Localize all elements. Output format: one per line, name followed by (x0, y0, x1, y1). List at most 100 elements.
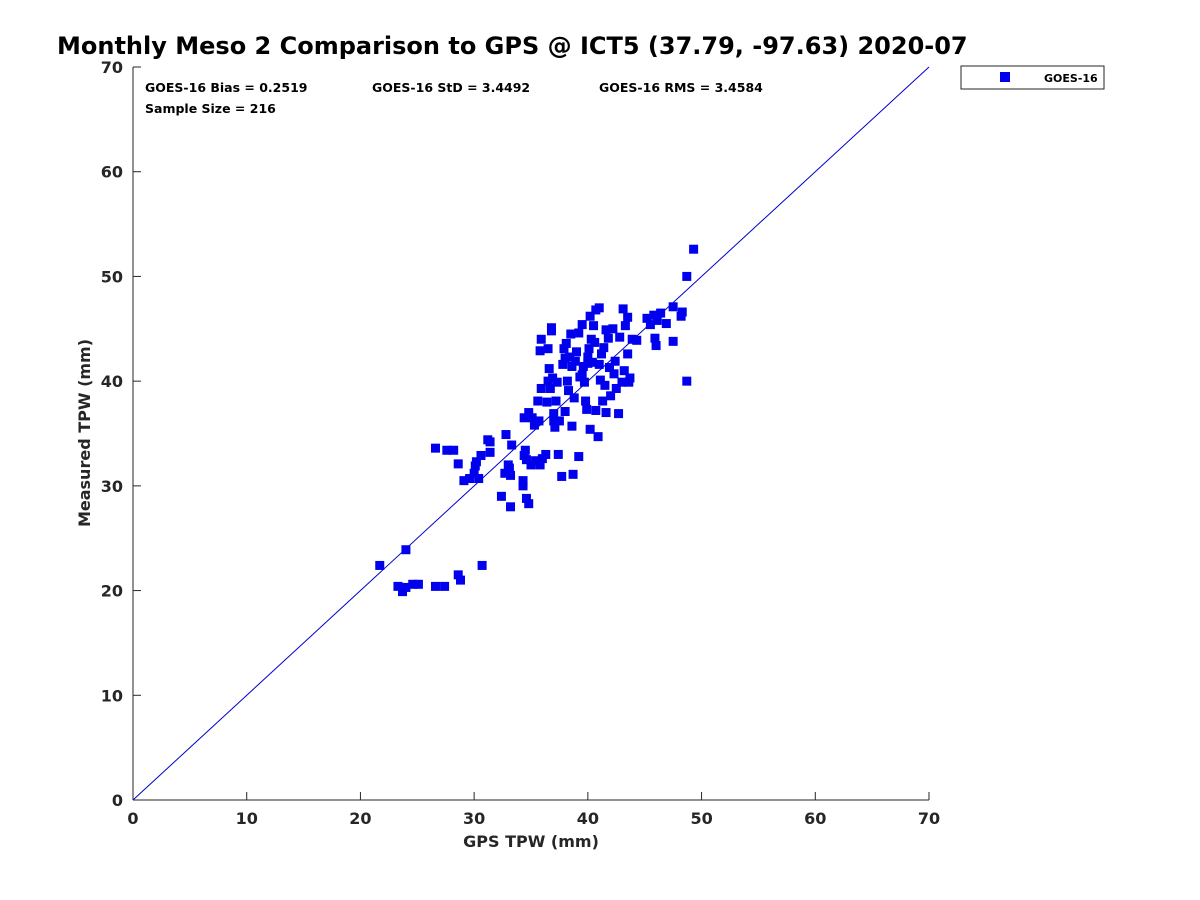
data-point (585, 424, 595, 434)
data-point (562, 376, 572, 386)
data-point (519, 413, 529, 423)
data-point (561, 338, 571, 348)
data-point (585, 311, 595, 321)
data-point (485, 447, 495, 457)
data-point (682, 376, 692, 386)
x-tick-label: 0 (127, 809, 138, 828)
data-point (668, 302, 678, 312)
data-point (591, 405, 601, 415)
data-point (593, 432, 603, 442)
data-point (649, 310, 659, 320)
data-point (600, 380, 610, 390)
data-point (574, 452, 584, 462)
data-points (375, 244, 699, 597)
stats-annotations: GOES-16 Bias = 0.2519 GOES-16 StD = 3.44… (145, 80, 763, 116)
data-point (430, 581, 440, 591)
data-point (548, 373, 558, 383)
data-point (608, 324, 618, 334)
data-point (476, 450, 486, 460)
reference-line-layer (132, 66, 930, 801)
y-tick-label: 60 (101, 163, 123, 182)
x-tick-label: 60 (804, 809, 826, 828)
data-point (619, 366, 629, 376)
y-tick-label: 40 (101, 372, 123, 391)
data-point (567, 361, 577, 371)
data-point (545, 383, 555, 393)
data-point (535, 346, 545, 356)
data-point (590, 337, 600, 347)
data-point (623, 349, 633, 359)
y-tick-label: 50 (101, 267, 123, 286)
data-point (455, 575, 465, 585)
y-tick-label: 0 (112, 791, 123, 810)
data-point (564, 386, 574, 396)
data-point (401, 545, 411, 555)
legend-label-goes16: GOES-16 (1044, 72, 1098, 85)
y-tick-label: 70 (101, 58, 123, 77)
data-point (506, 470, 516, 480)
data-point (549, 416, 559, 426)
data-point (614, 409, 624, 419)
data-point (543, 344, 553, 354)
data-point (520, 445, 530, 455)
data-point (501, 430, 511, 440)
data-point (393, 581, 403, 591)
std-stat: GOES-16 StD = 3.4492 (372, 80, 530, 95)
data-point (375, 560, 385, 570)
data-point (594, 303, 604, 313)
data-point (474, 474, 484, 484)
data-point (606, 391, 616, 401)
data-point (560, 407, 570, 417)
data-point (521, 455, 531, 465)
data-point (518, 481, 528, 491)
data-point (577, 320, 587, 330)
data-point (650, 333, 660, 343)
data-point (570, 356, 580, 366)
rms-stat: GOES-16 RMS = 3.4584 (599, 80, 763, 95)
y-tick-label: 30 (101, 477, 123, 496)
data-point (645, 320, 655, 330)
data-point (544, 364, 554, 374)
data-point (603, 333, 613, 343)
data-point (577, 370, 587, 380)
data-point (569, 393, 579, 403)
data-point (529, 420, 539, 430)
data-point (583, 352, 593, 362)
data-point (440, 581, 450, 591)
data-point (496, 491, 506, 501)
x-tick-label: 20 (349, 809, 371, 828)
data-point (477, 560, 487, 570)
data-point (546, 323, 556, 333)
data-point (449, 445, 459, 455)
data-point (627, 334, 637, 344)
data-point (661, 319, 671, 329)
data-point (413, 579, 423, 589)
data-point (617, 377, 627, 387)
data-point (442, 445, 452, 455)
data-point (535, 460, 545, 470)
data-point (601, 325, 611, 335)
x-axis-label: GPS TPW (mm) (463, 832, 599, 851)
data-point (582, 404, 592, 414)
data-point (557, 471, 567, 481)
data-point (506, 502, 516, 512)
data-point (584, 344, 594, 354)
data-point (656, 308, 666, 318)
axes: 0 10 20 30 40 50 60 70 0 10 20 30 40 50 60 70 (101, 58, 940, 828)
data-point (587, 357, 597, 367)
data-point (469, 468, 479, 478)
y-tick-label: 10 (101, 686, 123, 705)
legend-marker-goes16 (1000, 72, 1010, 82)
data-point (408, 579, 418, 589)
data-point (554, 416, 564, 426)
data-point (550, 422, 560, 432)
data-point (598, 396, 608, 406)
bias-stat: GOES-16 Bias = 0.2519 (145, 80, 307, 95)
sample-size-stat: Sample Size = 216 (145, 101, 276, 116)
data-point (541, 449, 551, 459)
y-tick-label: 20 (101, 582, 123, 601)
x-tick-label: 30 (463, 809, 485, 828)
data-point (533, 396, 543, 406)
data-point (652, 315, 662, 325)
